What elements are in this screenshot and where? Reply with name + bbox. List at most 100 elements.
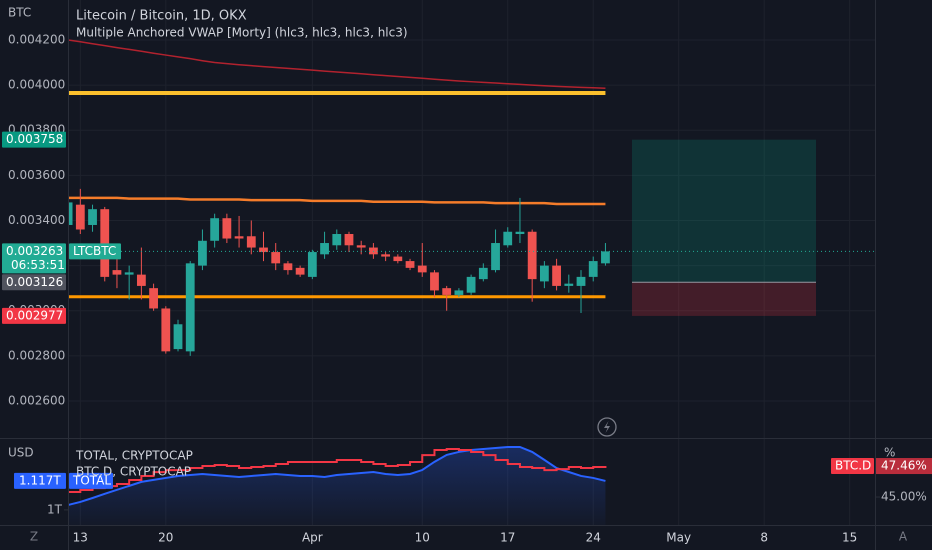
bar-countdown: 06:53:51 xyxy=(11,258,65,272)
candle-body xyxy=(393,256,403,262)
price-pane xyxy=(69,39,875,356)
last-price-box xyxy=(2,243,66,274)
x-tick-label: 10 xyxy=(415,531,430,545)
series-line xyxy=(69,445,606,506)
replay-bolt xyxy=(604,421,610,433)
x-tick-label: 20 xyxy=(158,531,173,545)
candle-body xyxy=(478,267,488,280)
y-tick-label: 0.003600 xyxy=(8,168,65,182)
legend-entry: TOTAL, CRYPTOCAP xyxy=(75,449,193,463)
series-tag: BTC.D xyxy=(835,459,871,473)
candle-body xyxy=(381,254,391,257)
chart-title: Litecoin / Bitcoin, 1D, OKX xyxy=(76,9,247,24)
stop-price-label: 0.002977 xyxy=(6,308,63,322)
candle-body xyxy=(75,204,85,230)
x-tick-label: 8 xyxy=(760,531,768,545)
x-tick-label: May xyxy=(666,531,691,545)
last-value-label: 47.46% xyxy=(881,459,927,473)
candle-body xyxy=(515,231,525,235)
series-area xyxy=(69,446,606,525)
y-tick-label: 0.004000 xyxy=(8,78,65,92)
last-value-box xyxy=(876,458,932,475)
candle-body xyxy=(503,231,513,246)
candle-body xyxy=(564,283,574,286)
candle-body xyxy=(320,243,329,255)
candle-body xyxy=(149,288,158,309)
candle-body xyxy=(234,236,244,239)
candle-body xyxy=(100,209,110,277)
candle-body xyxy=(69,202,73,225)
symbol-box xyxy=(69,243,121,260)
vwap-line xyxy=(69,39,606,89)
candle-body xyxy=(210,218,220,241)
candle-body xyxy=(539,265,549,282)
candle-body xyxy=(356,245,366,248)
candle-body xyxy=(295,267,305,275)
y2-tick-label: 45.00% xyxy=(881,490,927,504)
candle-body xyxy=(527,231,537,280)
y-tick-label: 0.003400 xyxy=(8,213,65,227)
candle-body xyxy=(552,265,561,286)
y-tick-label: 0.002600 xyxy=(8,393,65,407)
stop-price-label-box xyxy=(2,307,66,324)
candle-body xyxy=(246,236,256,248)
candle-body xyxy=(222,218,232,239)
position-profit-zone xyxy=(632,139,816,283)
target-price-label: 0.003758 xyxy=(6,132,63,146)
last-value-label: 1.117T xyxy=(19,473,61,487)
x-tick-label: Apr xyxy=(302,531,323,545)
y-tick-label: 0.004200 xyxy=(8,32,65,46)
candle-body xyxy=(173,324,183,350)
candle-body xyxy=(576,276,586,286)
symbol-label: LTCBTC xyxy=(73,244,116,258)
indicator-name: Multiple Anchored VWAP [Morty] (hlc3, hl… xyxy=(76,26,408,40)
candle-body xyxy=(405,261,415,268)
price-axis-unit: BTC xyxy=(8,6,31,20)
last-price-label: 0.003263 xyxy=(6,244,63,258)
y-tick-label: 0.002800 xyxy=(8,348,65,362)
lower-right-axis-unit: % xyxy=(884,446,895,460)
candle-body xyxy=(601,251,610,264)
candle-body xyxy=(112,270,122,275)
candle-body xyxy=(124,272,134,275)
x-tick-label: 17 xyxy=(500,531,515,545)
series-tag-box xyxy=(831,458,874,475)
candle-body xyxy=(185,263,195,352)
candle-body xyxy=(344,234,354,246)
indicator-pane xyxy=(69,445,607,525)
y-tick-label: 1T xyxy=(47,502,63,516)
target-price-label-box xyxy=(2,131,66,148)
series-line xyxy=(69,448,607,493)
candle-body xyxy=(283,263,293,271)
series-tag-box xyxy=(69,472,113,489)
last-value-box xyxy=(14,472,66,489)
vwap-line xyxy=(69,196,606,206)
x-tick-label: 13 xyxy=(73,531,88,545)
x-tick-label: 24 xyxy=(586,531,601,545)
candle-body xyxy=(161,308,171,352)
candle-body xyxy=(442,288,452,295)
candle-body xyxy=(198,240,207,266)
x-tick-label: 15 xyxy=(842,531,857,545)
series-tag: TOTAL xyxy=(72,473,111,487)
auto-scale-button[interactable]: A xyxy=(899,530,908,544)
candle-body xyxy=(466,276,476,293)
candle-body xyxy=(136,274,146,286)
candle-body xyxy=(417,265,427,273)
replay-icon[interactable] xyxy=(597,417,617,437)
candle-body xyxy=(491,243,500,271)
position-loss-zone xyxy=(632,282,816,316)
candle-body xyxy=(454,290,464,295)
lower-axis-unit: USD xyxy=(8,446,34,460)
candle-body xyxy=(88,209,97,225)
entry-price-label-box xyxy=(2,274,66,291)
zoom-button[interactable]: Z xyxy=(30,530,38,544)
overlay: 0.0026000.0028000.0030000.0032000.003400… xyxy=(2,32,932,545)
candle-body xyxy=(307,252,317,277)
candle-body xyxy=(588,261,598,277)
candle-body xyxy=(332,234,342,246)
candle-body xyxy=(430,272,439,291)
entry-price-label: 0.003126 xyxy=(6,275,63,289)
legend-entry: BTC.D, CRYPTOCAP xyxy=(76,465,191,479)
